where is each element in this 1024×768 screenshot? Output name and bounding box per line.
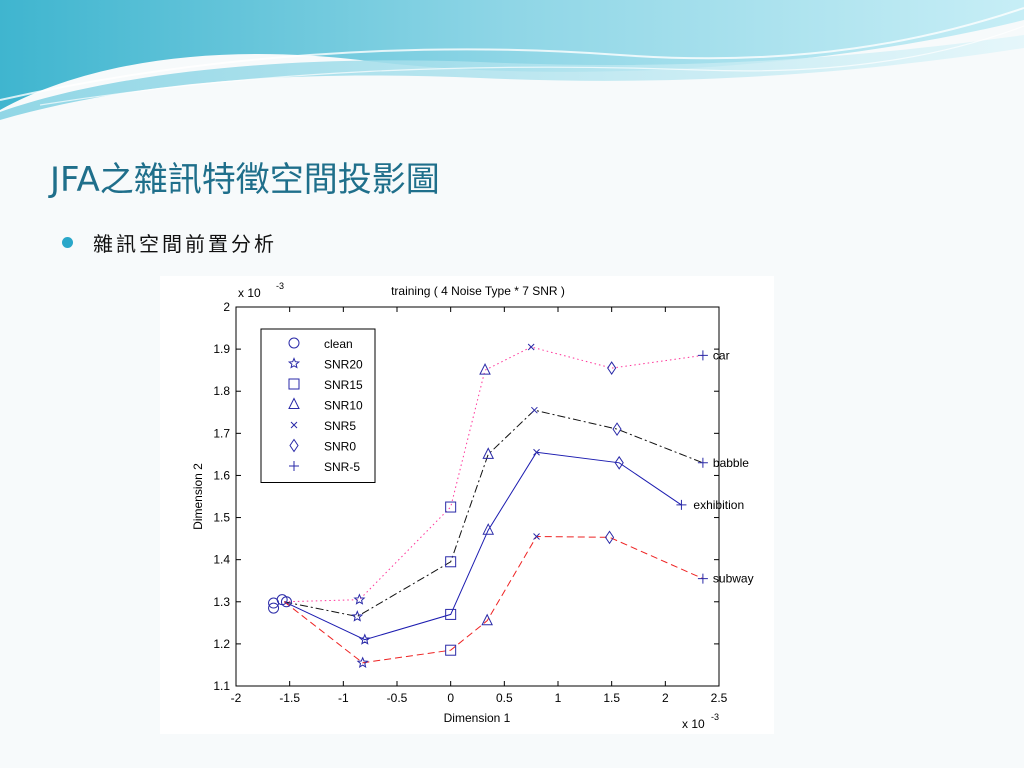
series-line-subway	[283, 535, 704, 664]
legend-label: SNR10	[324, 399, 363, 413]
legend-marker-star	[287, 357, 301, 369]
data-point-subway	[356, 656, 369, 668]
data-point-car	[697, 350, 708, 361]
series-label-exhibition: exhibition	[693, 498, 744, 512]
data-point-exhibition	[358, 633, 371, 645]
data-point-exhibition	[676, 499, 687, 510]
x-tick-label: 2.5	[711, 691, 728, 705]
chart-figure: -2 -1.5 -1 -0.5 0 0.5 1 1.5 2 2.5 1.1 1.2 1.3 1.4 1.5 1…	[160, 276, 774, 734]
y-tick-label: 1.9	[213, 342, 230, 356]
legend-marker-x	[290, 421, 298, 429]
x-tick-label: -1	[338, 691, 349, 705]
data-point-babble	[482, 447, 495, 459]
chart-svg: -2 -1.5 -1 -0.5 0 0.5 1 1.5 2 2.5 1.1 1.2 1.3 1.4 1.5 1…	[191, 281, 754, 731]
y-tick-label: 1.3	[213, 595, 230, 609]
legend-label: SNR5	[324, 419, 356, 433]
legend-label: SNR20	[324, 358, 363, 372]
data-point-car	[527, 343, 535, 351]
x-tick-label: 0.5	[496, 691, 513, 705]
data-point-exhibition	[445, 608, 457, 620]
data-point-subway	[697, 573, 708, 584]
legend-box	[260, 328, 376, 483]
bullet-item: 雜訊空間前置分析	[62, 228, 277, 257]
series-line-exhibition	[284, 451, 682, 641]
legend-label: SNR15	[324, 378, 363, 392]
series-label-subway: subway	[713, 572, 754, 586]
y-tick-label: 2	[223, 300, 230, 314]
series-label-car: car	[713, 348, 730, 362]
x-axis-exponent-power: -3	[711, 712, 719, 722]
data-point-car	[479, 363, 491, 375]
x-tick-label: 2	[662, 691, 669, 705]
series-label-babble: babble	[713, 456, 749, 470]
y-tick-label: 1.6	[213, 468, 230, 482]
y-axis-exponent: x 10	[238, 286, 261, 300]
x-tick-label: 0	[447, 691, 454, 705]
data-point-subway	[604, 530, 615, 545]
data-point-car	[607, 361, 617, 375]
x-tick-label: -0.5	[387, 691, 408, 705]
bullet-text: 雜訊空間前置分析	[93, 232, 277, 256]
legend-marker-diamond	[289, 438, 299, 453]
data-point-exhibition	[482, 523, 495, 535]
data-point-subway	[481, 613, 493, 626]
data-point-babble	[697, 457, 708, 468]
data-point-exhibition	[614, 455, 624, 470]
legend-marker-triangle	[288, 397, 300, 409]
y-tick-label: 1.2	[213, 637, 230, 651]
bullet-dot-icon	[62, 237, 73, 248]
data-point-babble	[351, 610, 364, 622]
y-axis-label: Dimension 2	[191, 463, 205, 530]
slide-title: JFA之雜訊特徵空間投影圖	[50, 160, 440, 200]
x-axis-label: Dimension 1	[444, 711, 511, 725]
y-tick-label: 1.8	[213, 384, 230, 398]
x-tick-label: -1.5	[279, 691, 300, 705]
x-tick-label: -2	[231, 691, 242, 705]
legend-marker-circle	[288, 337, 300, 349]
y-tick-label: 1.5	[213, 511, 230, 525]
legend-label: clean	[324, 337, 353, 351]
x-tick-label: 1.5	[603, 691, 620, 705]
x-tick-label: 1	[555, 691, 562, 705]
y-tick-label: 1.4	[213, 553, 230, 567]
data-point-circle	[280, 596, 292, 608]
data-point-exhibition	[533, 448, 540, 456]
y-axis-exponent-power: -3	[276, 281, 284, 291]
data-point-babble	[612, 422, 622, 437]
chart-title: training ( 4 Noise Type * 7 SNR )	[391, 284, 565, 298]
y-tick-label: 1.7	[213, 426, 230, 440]
data-point-babble	[531, 406, 538, 414]
data-point-car	[353, 593, 366, 605]
legend-label: SNR0	[324, 440, 356, 454]
data-point-subway	[533, 533, 540, 540]
data-point-babble	[445, 556, 457, 568]
data-point-circle	[268, 602, 280, 614]
data-point-subway	[445, 644, 457, 656]
legend-marker-square	[288, 378, 300, 390]
y-tick-label: 1.1	[213, 679, 230, 693]
legend-marker-plus	[289, 461, 299, 471]
x-axis-exponent: x 10	[682, 717, 705, 731]
data-point-car	[445, 501, 457, 513]
legend-label: SNR-5	[324, 460, 360, 474]
